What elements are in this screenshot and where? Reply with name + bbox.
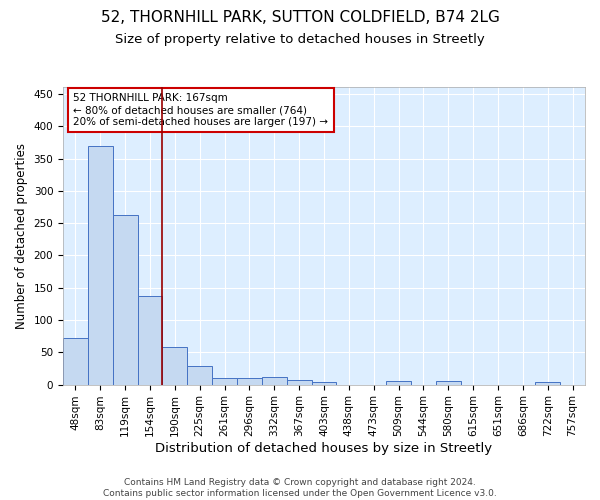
Bar [287,380,311,384]
Bar [386,382,411,384]
X-axis label: Distribution of detached houses by size in Streetly: Distribution of detached houses by size … [155,442,493,455]
Bar [63,338,88,384]
Y-axis label: Number of detached properties: Number of detached properties [15,143,28,329]
Bar [137,296,163,384]
Bar [212,378,237,384]
Bar [262,377,287,384]
Bar [436,382,461,384]
Bar [163,347,187,385]
Bar [237,378,262,384]
Text: Contains HM Land Registry data © Crown copyright and database right 2024.
Contai: Contains HM Land Registry data © Crown c… [103,478,497,498]
Text: 52, THORNHILL PARK, SUTTON COLDFIELD, B74 2LG: 52, THORNHILL PARK, SUTTON COLDFIELD, B7… [101,10,499,25]
Bar [311,382,337,384]
Text: 52 THORNHILL PARK: 167sqm
← 80% of detached houses are smaller (764)
20% of semi: 52 THORNHILL PARK: 167sqm ← 80% of detac… [73,94,328,126]
Text: Size of property relative to detached houses in Streetly: Size of property relative to detached ho… [115,32,485,46]
Bar [535,382,560,384]
Bar [187,366,212,384]
Bar [88,146,113,384]
Bar [113,214,137,384]
